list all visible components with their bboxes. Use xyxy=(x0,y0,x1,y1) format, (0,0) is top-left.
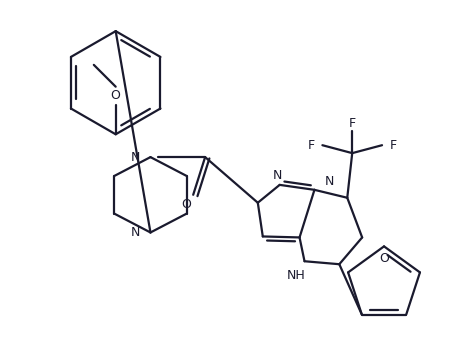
Text: O: O xyxy=(111,89,120,102)
Text: F: F xyxy=(349,117,356,130)
Text: N: N xyxy=(273,170,282,182)
Text: NH: NH xyxy=(287,268,306,282)
Text: N: N xyxy=(131,151,140,164)
Text: F: F xyxy=(307,139,314,152)
Text: N: N xyxy=(324,175,334,188)
Text: F: F xyxy=(390,139,397,152)
Text: O: O xyxy=(379,252,389,265)
Text: N: N xyxy=(131,226,140,239)
Text: O: O xyxy=(181,198,191,211)
